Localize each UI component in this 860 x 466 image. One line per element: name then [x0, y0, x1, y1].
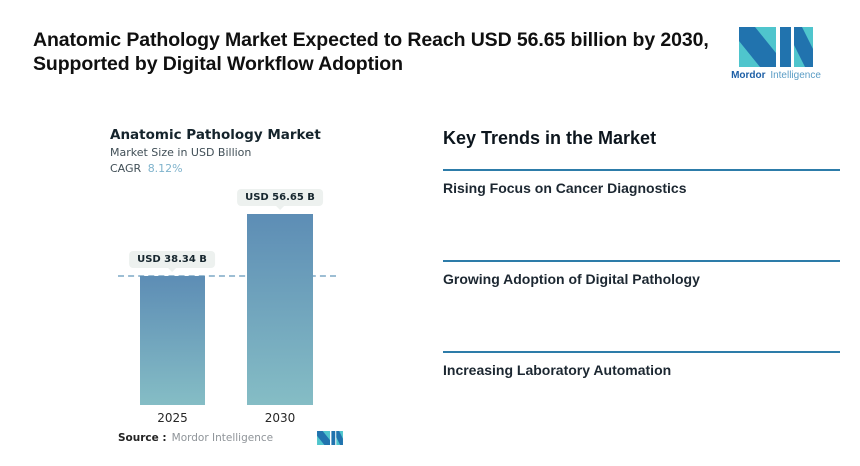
cagr-value: 8.12%	[147, 162, 183, 175]
axis-label-2025: 2025	[157, 411, 188, 425]
brand-name: Mordor Intelligence	[728, 70, 824, 81]
chart-title: Anatomic Pathology Market	[110, 127, 321, 143]
bar-2030	[247, 214, 313, 405]
brand-logo: Mordor Intelligence	[728, 27, 824, 81]
trend-item-lab-automation: Increasing Laboratory Automation	[443, 351, 840, 442]
bar-plot: USD 38.34 B USD 56.65 B 2025 2030	[110, 189, 350, 425]
value-label-2025: USD 38.34 B	[129, 251, 215, 268]
trends-heading: Key Trends in the Market	[443, 128, 657, 148]
axis-label-2030: 2030	[264, 411, 296, 425]
source-row: Source : Mordor Intelligence	[118, 431, 343, 445]
source-value: Mordor Intelligence	[171, 432, 274, 444]
key-trends-panel: Key Trends in the Market Rising Focus on…	[443, 128, 840, 442]
trend-item-cancer-diagnostics: Rising Focus on Cancer Diagnostics	[443, 169, 840, 260]
source-label: Source :	[118, 432, 167, 444]
value-label-2030-text: USD 56.65 B	[245, 192, 315, 203]
value-label-2025-text: USD 38.34 B	[137, 254, 207, 265]
value-label-2030: USD 56.65 B	[237, 189, 323, 206]
trend-item-digital-pathology: Growing Adoption of Digital Pathology	[443, 260, 840, 351]
page-title: Anatomic Pathology Market Expected to Re…	[33, 29, 709, 76]
mordor-logo-icon	[739, 27, 813, 67]
brand-name-secondary: Intelligence	[770, 70, 821, 81]
bar-2025	[140, 276, 205, 405]
chart-subtitle: Market Size in USD Billion	[110, 146, 252, 159]
market-chart: Anatomic Pathology Market Market Size in…	[110, 122, 360, 462]
baseline-dashed-line	[118, 275, 336, 277]
mordor-logo-small-icon	[317, 431, 343, 445]
cagr-label: CAGR	[110, 162, 142, 175]
brand-name-primary: Mordor	[731, 70, 766, 81]
chart-cagr: CAGR 8.12%	[110, 162, 360, 175]
